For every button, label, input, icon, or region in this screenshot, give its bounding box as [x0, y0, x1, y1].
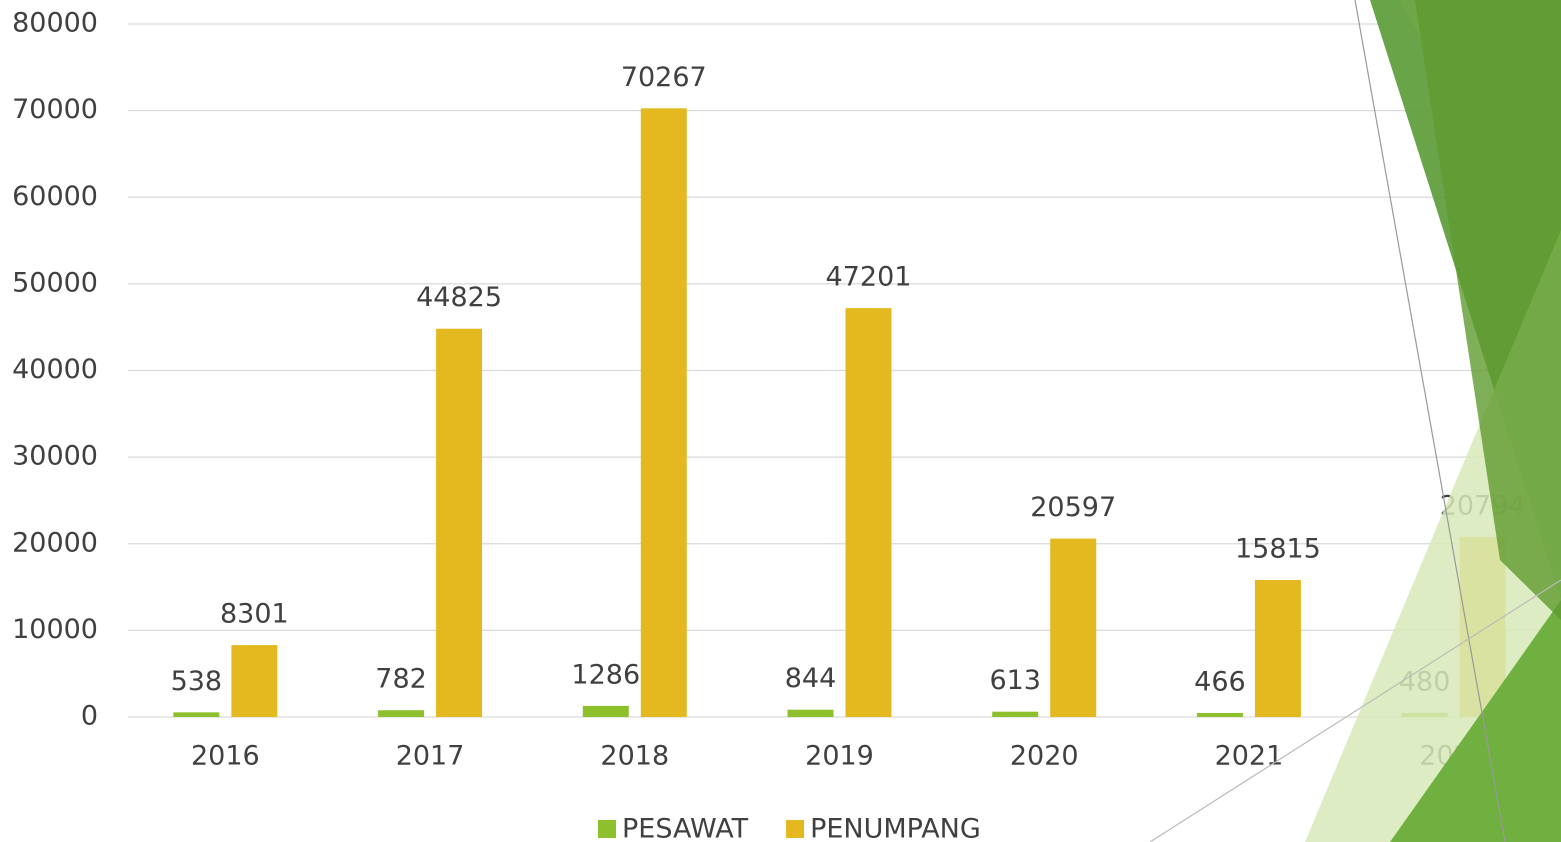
y-tick-label: 70000: [12, 94, 98, 125]
data-label: 8301: [220, 599, 289, 630]
y-tick-label: 40000: [12, 354, 98, 385]
data-label: 466: [1194, 666, 1246, 697]
data-label: 20597: [1030, 492, 1116, 523]
legend-label: PENUMPANG: [810, 814, 981, 842]
y-tick-label: 10000: [12, 614, 98, 645]
x-tick-label: 2020: [1010, 741, 1079, 772]
bar: [436, 329, 482, 717]
chart: 0 10000 20000 30000 40000 50000 60000 70000 8000…: [0, 0, 1561, 842]
x-tick-label: 2021: [1215, 741, 1284, 772]
bar: [641, 108, 687, 717]
y-tick-label: 20000: [12, 527, 98, 558]
bar: [1197, 713, 1243, 717]
data-label: 1286: [571, 659, 640, 690]
y-tick-label: 30000: [12, 441, 98, 472]
legend-label: PESAWAT: [622, 814, 749, 842]
x-tick-label: 2017: [396, 741, 465, 772]
bar: [173, 712, 219, 717]
data-label: 44825: [416, 282, 502, 313]
y-tick-label: 0: [81, 701, 98, 732]
x-tick-label: 2018: [600, 741, 669, 772]
data-label: 844: [785, 663, 837, 694]
data-label: 70267: [621, 62, 707, 93]
y-tick-label: 60000: [12, 181, 98, 212]
bar: [1050, 539, 1096, 717]
data-label: 15815: [1235, 534, 1321, 565]
bar: [846, 308, 892, 717]
legend-swatch: [786, 820, 804, 838]
data-label: 47201: [826, 262, 912, 293]
bar: [378, 710, 424, 717]
bar: [1255, 580, 1301, 717]
bar: [583, 706, 629, 717]
bar: [231, 645, 277, 717]
x-tick-label: 2016: [191, 741, 260, 772]
legend-swatch: [598, 820, 616, 838]
x-tick-label: 2019: [805, 741, 874, 772]
bar: [788, 710, 834, 717]
data-label: 538: [171, 666, 223, 697]
y-tick-label: 50000: [12, 267, 98, 298]
data-label: 782: [375, 664, 427, 695]
bar: [992, 712, 1038, 717]
y-tick-label: 80000: [12, 8, 98, 39]
data-label: 613: [989, 665, 1041, 696]
